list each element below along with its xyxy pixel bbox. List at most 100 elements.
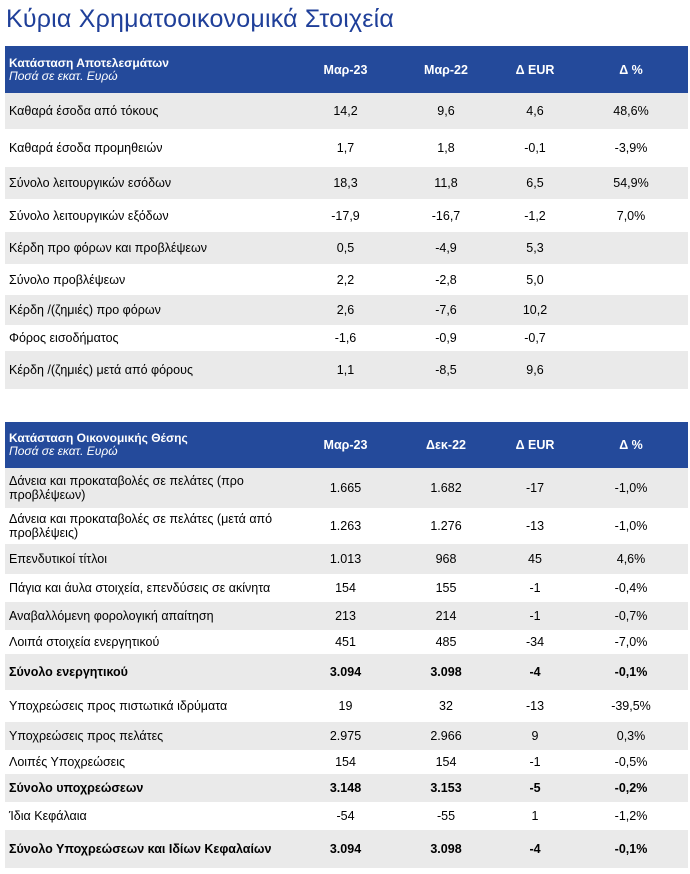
cell-value: -0,1%	[614, 665, 648, 679]
cell-value: 5,3	[526, 241, 544, 255]
table-header-row: Κατάσταση Αποτελεσμάτων Ποσά σε εκατ. Ευ…	[5, 46, 688, 93]
cell-value: -0,5%	[614, 755, 648, 769]
cell-value: 3.153	[430, 781, 462, 795]
cell-value: 213	[335, 609, 356, 623]
cell-value: 2,6	[336, 303, 355, 317]
row-label: Κέρδη προ φόρων και προβλέψεων	[9, 241, 207, 255]
row-label: Σύνολο ενεργητικού	[9, 665, 128, 679]
table-row: Σύνολο προβλέψεων 2,2 -2,8 5,0	[5, 264, 688, 295]
cell-value: 3.094	[329, 842, 362, 856]
table-row: Επενδυτικοί τίτλοι 1.013 968 45 4,6%	[5, 544, 688, 574]
cell-value: 9,6	[437, 104, 455, 118]
row-label: Επενδυτικοί τίτλοι	[9, 552, 108, 566]
table-subtitle: Ποσά σε εκατ. Ευρώ	[9, 444, 118, 458]
cell-value: 2,2	[336, 272, 355, 287]
cell-value: -2,8	[435, 272, 457, 287]
cell-value: 45	[528, 552, 542, 566]
cell-value: 2.975	[329, 729, 362, 743]
cell-value: -0,2%	[614, 781, 648, 795]
cell-value: -1,0%	[614, 481, 648, 495]
column-header: Δ EUR	[515, 438, 555, 452]
cell-value: -7,0%	[614, 635, 648, 649]
cell-value: 2.966	[430, 729, 462, 743]
cell-value: -1,0%	[614, 519, 648, 533]
row-label: Πάγια και άυλα στοιχεία, επενδύσεις σε α…	[9, 581, 271, 595]
cell-value: 1.682	[430, 481, 462, 495]
table-row-total: Σύνολο υποχρεώσεων 3.148 3.153 -5 -0,2%	[5, 774, 688, 802]
cell-value: 10,2	[522, 303, 548, 317]
cell-value: -8,5	[435, 363, 457, 377]
cell-value: -34	[525, 635, 545, 649]
cell-value: -16,7	[431, 208, 461, 223]
cell-value: 4,6%	[616, 552, 646, 566]
table-row: Πάγια και άυλα στοιχεία, επενδύσεις σε α…	[5, 574, 688, 602]
cell-value: 1.013	[329, 552, 362, 566]
cell-value: -1	[529, 755, 541, 769]
cell-value: -17	[525, 481, 545, 495]
cell-value: 9	[531, 729, 539, 743]
cell-value: 4,6	[526, 104, 544, 118]
table-row: Αναβαλλόμενη φορολογική απαίτηση 213 214…	[5, 602, 688, 630]
table-row: Λοιπά στοιχεία ενεργητικού 451 485 -34 -…	[5, 630, 688, 654]
table-row: Υποχρεώσεις προς πιστωτικά ιδρύματα 19 3…	[5, 690, 688, 722]
cell-value: 3.148	[329, 781, 362, 795]
table-title: Κατάσταση Οικονομικής Θέσης	[9, 431, 188, 445]
column-header: Δ EUR	[515, 62, 555, 77]
cell-value: 48,6%	[613, 104, 649, 118]
cell-value: -3,9%	[614, 141, 648, 155]
table-header-row: Κατάσταση Οικονομικής Θέσης Ποσά σε εκατ…	[5, 422, 688, 468]
row-label: Σύνολο προβλέψεων	[9, 272, 126, 287]
cell-value: 6,5	[526, 176, 544, 190]
column-header: Μαρ-23	[323, 62, 368, 77]
cell-value: 1,1	[336, 363, 355, 377]
cell-value: 3.098	[430, 842, 462, 856]
cell-value: 32	[439, 699, 453, 713]
table-row: Σύνολο λειτουργικών εξόδων -17,9 -16,7 -…	[5, 199, 688, 232]
row-label: Καθαρά έσοδα προμηθειών	[9, 141, 163, 155]
table-row: Κέρδη /(ζημιές) μετά από φόρους 1,1 -8,5…	[5, 351, 688, 389]
financial-position-table: Κατάσταση Οικονομικής Θέσης Ποσά σε εκατ…	[5, 422, 688, 868]
cell-value: 968	[435, 552, 457, 566]
cell-value: 54,9%	[613, 176, 649, 190]
table-title: Κατάσταση Αποτελεσμάτων	[9, 55, 169, 70]
row-label: Κέρδη /(ζημιές) προ φόρων	[9, 303, 161, 317]
table-row: Καθαρά έσοδα προμηθειών 1,7 1,8 -0,1 -3,…	[5, 129, 688, 167]
cell-value: -13	[525, 699, 545, 713]
table-row-total: Σύνολο Υποχρεώσεων και Ιδίων Κεφαλαίων 3…	[5, 830, 688, 868]
row-label: Σύνολο Υποχρεώσεων και Ιδίων Κεφαλαίων	[9, 842, 272, 856]
cell-value: 155	[435, 581, 457, 595]
row-label: Καθαρά έσοδα από τόκους	[9, 104, 159, 118]
cell-value: 1,8	[437, 141, 455, 155]
table-title-cell: Κατάσταση Αποτελεσμάτων Ποσά σε εκατ. Ευ…	[5, 46, 295, 93]
row-label: Υποχρεώσεις προς πιστωτικά ιδρύματα	[9, 699, 228, 713]
table-row: Λοιπές Υποχρεώσεις 154 154 -1 -0,5%	[5, 750, 688, 774]
income-statement-table: Κατάσταση Αποτελεσμάτων Ποσά σε εκατ. Ευ…	[5, 46, 688, 389]
table-row: Φόρος εισοδήματος -1,6 -0,9 -0,7	[5, 325, 688, 351]
cell-value	[574, 295, 688, 325]
cell-value: 11,8	[434, 176, 458, 190]
cell-value: 1.276	[430, 519, 462, 533]
table-row-total: Σύνολο ενεργητικού 3.094 3.098 -4 -0,1%	[5, 654, 688, 690]
cell-value: 451	[335, 635, 356, 649]
cell-value: -4	[529, 842, 541, 856]
row-label: Σύνολο λειτουργικών εξόδων	[9, 208, 169, 223]
cell-value	[574, 351, 688, 389]
cell-value: -5	[529, 781, 541, 795]
row-label: Δάνεια και προκαταβολές σε πελάτες (προ …	[9, 474, 244, 502]
table-row: Κέρδη προ φόρων και προβλέψεων 0,5 -4,9 …	[5, 232, 688, 264]
cell-value: -39,5%	[611, 699, 651, 713]
cell-value: -0,1	[524, 141, 546, 155]
cell-value: -55	[436, 809, 456, 823]
cell-value: -7,6	[435, 303, 457, 317]
cell-value: 3.094	[329, 665, 362, 679]
cell-value: 214	[435, 609, 457, 623]
row-label: Σύνολο υποχρεώσεων	[9, 781, 144, 795]
cell-value: 154	[335, 581, 356, 595]
column-header: Μαρ-22	[424, 62, 468, 77]
cell-value: 485	[435, 635, 457, 649]
cell-value: 154	[335, 755, 356, 769]
cell-value: -1,2%	[614, 809, 648, 823]
cell-value: 9,6	[526, 363, 544, 377]
cell-value: -0,9	[435, 331, 457, 345]
cell-value: 3.098	[430, 665, 462, 679]
